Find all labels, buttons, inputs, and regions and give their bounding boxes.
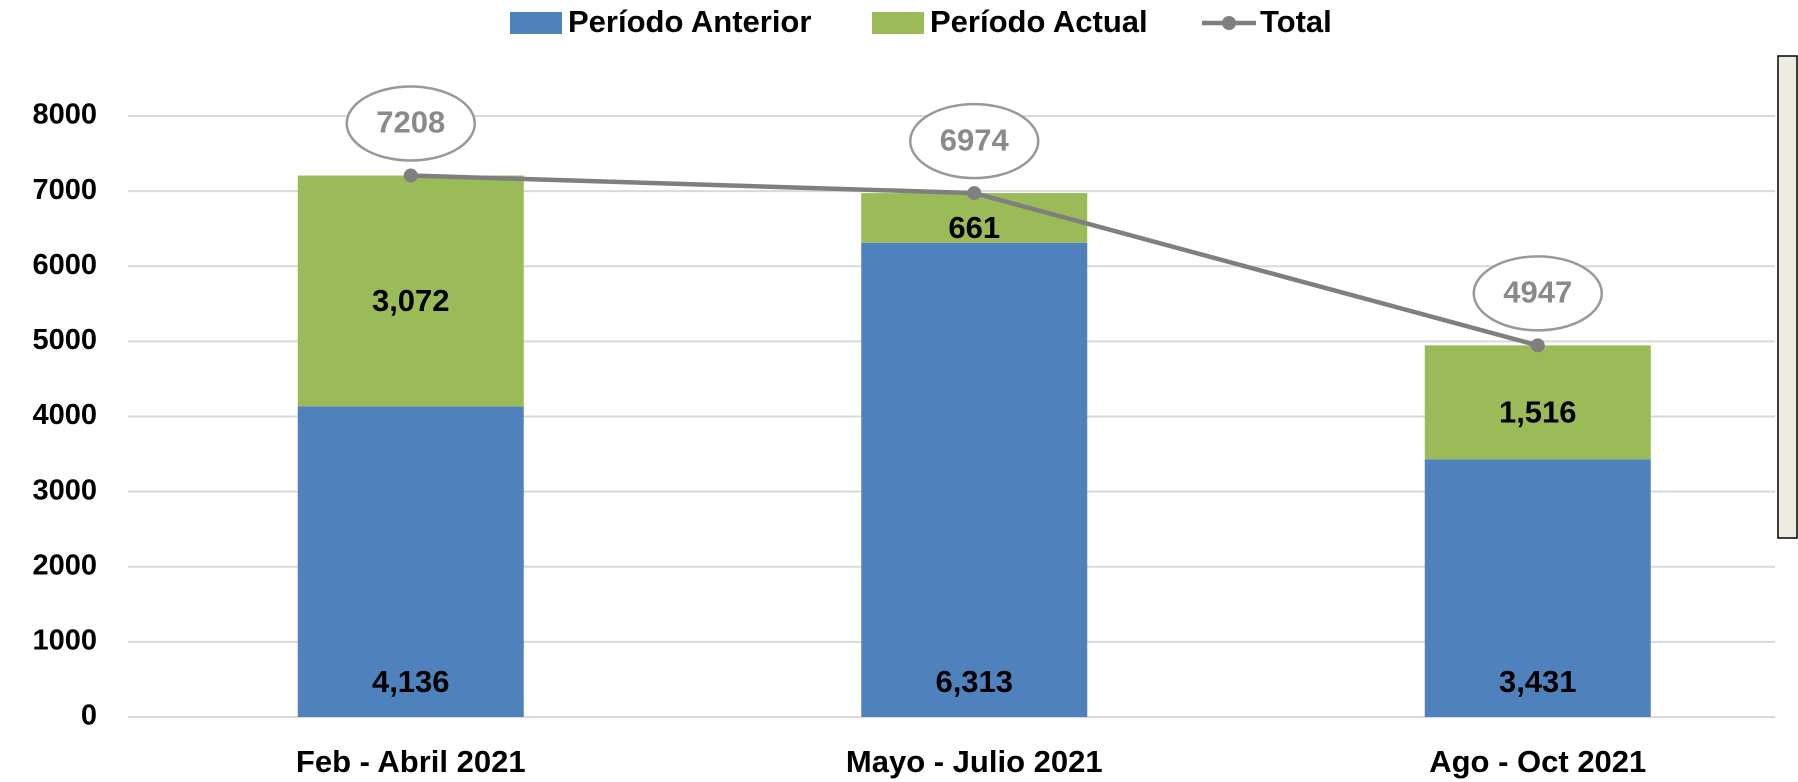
data-label: 4,136 bbox=[372, 664, 450, 699]
data-label: 3,431 bbox=[1499, 664, 1577, 699]
total-point bbox=[1530, 338, 1545, 353]
legend-point bbox=[1222, 16, 1236, 30]
data-label: 661 bbox=[948, 210, 1000, 245]
bar-segment bbox=[297, 175, 524, 407]
y-tick-label: 2000 bbox=[32, 549, 97, 581]
total-label: 6974 bbox=[940, 122, 1010, 157]
total-label: 7208 bbox=[376, 105, 445, 140]
y-tick-label: 8000 bbox=[32, 99, 97, 131]
legend-label: Total bbox=[1260, 4, 1332, 39]
bar-segment bbox=[861, 242, 1088, 717]
x-tick-label: Ago - Oct 2021 bbox=[1429, 744, 1646, 779]
bar-segment bbox=[861, 193, 1088, 243]
y-tick-label: 1000 bbox=[32, 625, 97, 657]
bar-segment bbox=[1424, 345, 1651, 460]
legend-label: Período Anterior bbox=[568, 4, 811, 39]
data-label: 3,072 bbox=[372, 283, 450, 318]
data-label: 6,313 bbox=[935, 664, 1013, 699]
legend-swatch bbox=[872, 12, 924, 34]
label-bubble bbox=[909, 102, 1040, 180]
y-tick-label: 3000 bbox=[32, 474, 97, 506]
x-tick-label: Feb - Abril 2021 bbox=[296, 744, 526, 779]
bar-segment bbox=[297, 406, 524, 717]
legend-swatch bbox=[510, 12, 562, 34]
label-bubble bbox=[345, 85, 476, 162]
text-box bbox=[1777, 55, 1798, 539]
y-tick-label: 6000 bbox=[32, 249, 97, 281]
y-tick-label: 5000 bbox=[32, 324, 97, 356]
x-tick-label: Mayo - Julio 2021 bbox=[846, 744, 1103, 779]
data-label: 1,516 bbox=[1499, 394, 1577, 429]
total-point bbox=[967, 186, 982, 201]
y-tick-label: 4000 bbox=[32, 399, 97, 431]
label-bubble bbox=[1472, 255, 1603, 332]
bar-segment bbox=[1424, 459, 1651, 717]
y-tick-label: 7000 bbox=[32, 174, 97, 206]
y-tick-label: 0 bbox=[81, 700, 97, 732]
legend-label: Período Actual bbox=[930, 4, 1148, 39]
total-point bbox=[403, 168, 418, 183]
total-label: 4947 bbox=[1503, 275, 1572, 310]
